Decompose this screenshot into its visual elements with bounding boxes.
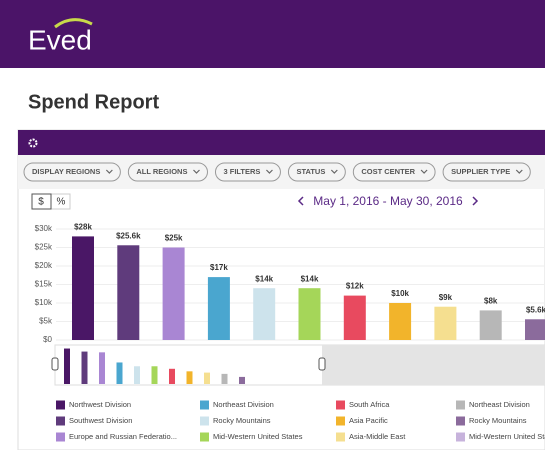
filter-pill[interactable] [23, 162, 121, 182]
toggle[interactable]: $ [38, 197, 44, 208]
legend-label[interactable]: Europe and Russian Federatio... [69, 432, 177, 441]
y-tick-label: $0 [43, 335, 52, 344]
legend-swatch[interactable] [336, 432, 345, 442]
mini-bar [134, 366, 140, 384]
bar [117, 245, 140, 340]
filter-label[interactable]: ALL REGIONS [136, 167, 187, 176]
filter-label[interactable]: DISPLAY REGIONS [32, 167, 100, 176]
value-label: $17k [210, 263, 228, 272]
filter-pill[interactable] [287, 162, 346, 182]
bar [389, 303, 412, 340]
legend-label[interactable]: Asia-Middle East [349, 432, 406, 441]
filter-row [18, 155, 545, 189]
value-label: $5.6k [526, 305, 545, 314]
chevron [193, 169, 200, 174]
y-tick-label: $15k [35, 280, 53, 289]
legend-label[interactable]: Mid-Western United States [213, 432, 303, 441]
panel-bar [18, 130, 545, 155]
legend-label[interactable]: Rocky Mountains [469, 416, 527, 425]
mini-bar [169, 368, 175, 384]
value-label: $25k [165, 234, 183, 243]
filter-label[interactable]: STATUS [296, 167, 325, 176]
legend-swatch[interactable] [56, 400, 65, 410]
bar [525, 319, 545, 340]
mini-bar [204, 372, 210, 384]
y-tick-label: $5k [39, 317, 53, 326]
legend-label[interactable]: Northeast Division [469, 400, 530, 409]
mini-bar [151, 366, 158, 384]
mini-bar [239, 376, 245, 384]
value-label: $28k [74, 223, 92, 232]
logo[interactable]: Eved [28, 24, 92, 55]
mini-bar [116, 362, 123, 384]
filter-pill[interactable] [127, 162, 208, 182]
bar [434, 306, 457, 340]
legend-label[interactable]: Rocky Mountains [213, 416, 271, 425]
legend-label[interactable]: Asia Pacific [349, 416, 388, 425]
chevron [420, 169, 428, 174]
filter-pill[interactable] [442, 162, 531, 182]
bar [162, 247, 185, 340]
toggle-active [31, 193, 52, 210]
bar [298, 288, 321, 340]
next-arrow[interactable] [472, 196, 479, 206]
legend-swatch[interactable] [336, 416, 345, 426]
filter-label[interactable]: COST CENTER [361, 167, 415, 176]
page-title: Spend Report [28, 91, 159, 113]
legend-swatch[interactable] [200, 432, 209, 442]
legend-swatch[interactable] [456, 400, 465, 410]
logo-arc [54, 18, 93, 29]
bar [253, 288, 276, 340]
legend-swatch[interactable] [456, 416, 465, 426]
mini-bar [186, 371, 193, 384]
navigator-mask [322, 345, 545, 385]
y-tick-label: $20k [35, 261, 53, 270]
nav-handle[interactable] [51, 357, 59, 371]
chevron [515, 169, 523, 174]
legend-label[interactable]: Southwest Division [69, 416, 132, 425]
value-label: $10k [391, 289, 409, 298]
bar [343, 295, 366, 340]
y-tick-label: $25k [35, 243, 53, 252]
legend-swatch[interactable] [56, 432, 65, 442]
mini-bar [221, 373, 228, 384]
bar [207, 277, 230, 340]
legend-label[interactable]: Northeast Division [213, 400, 274, 409]
value-label: $25.6k [116, 231, 141, 240]
filter-pill[interactable] [214, 162, 281, 182]
legend-swatch[interactable] [336, 400, 345, 410]
chevron [330, 169, 338, 174]
legend-swatch[interactable] [456, 432, 465, 442]
value-label: $14k [255, 274, 273, 283]
filter-label[interactable]: 3 FILTERS [223, 167, 260, 176]
mini-bar [99, 352, 105, 384]
value-label: $14k [301, 274, 319, 283]
value-label: $12k [346, 282, 364, 291]
legend-label[interactable]: Northwest Division [69, 400, 131, 409]
nav-handle[interactable] [318, 357, 326, 371]
mini-bar [81, 351, 88, 384]
value-label: $8k [484, 297, 498, 306]
bar [479, 310, 502, 340]
date-range: May 1, 2016 - May 30, 2016 [313, 194, 463, 208]
legend-swatch[interactable] [56, 416, 65, 426]
settings-icon[interactable] [28, 138, 38, 148]
chevron [266, 169, 273, 174]
filter-label[interactable]: SUPPLIER TYPE [451, 167, 510, 176]
toggle[interactable]: % [57, 197, 66, 208]
bar [72, 236, 94, 340]
value-label: $9k [439, 293, 453, 302]
header-bar [0, 0, 545, 68]
y-tick-label: $30k [35, 224, 53, 233]
prev-arrow[interactable] [297, 196, 304, 206]
legend-swatch[interactable] [200, 416, 209, 426]
legend-label[interactable]: South Africa [349, 400, 390, 409]
filter-pill[interactable] [352, 162, 436, 182]
mini-bar [64, 348, 70, 384]
chevron [105, 169, 113, 174]
legend-swatch[interactable] [200, 400, 209, 410]
legend-label[interactable]: Mid-Western United States [469, 432, 545, 441]
y-tick-label: $10k [35, 298, 53, 307]
